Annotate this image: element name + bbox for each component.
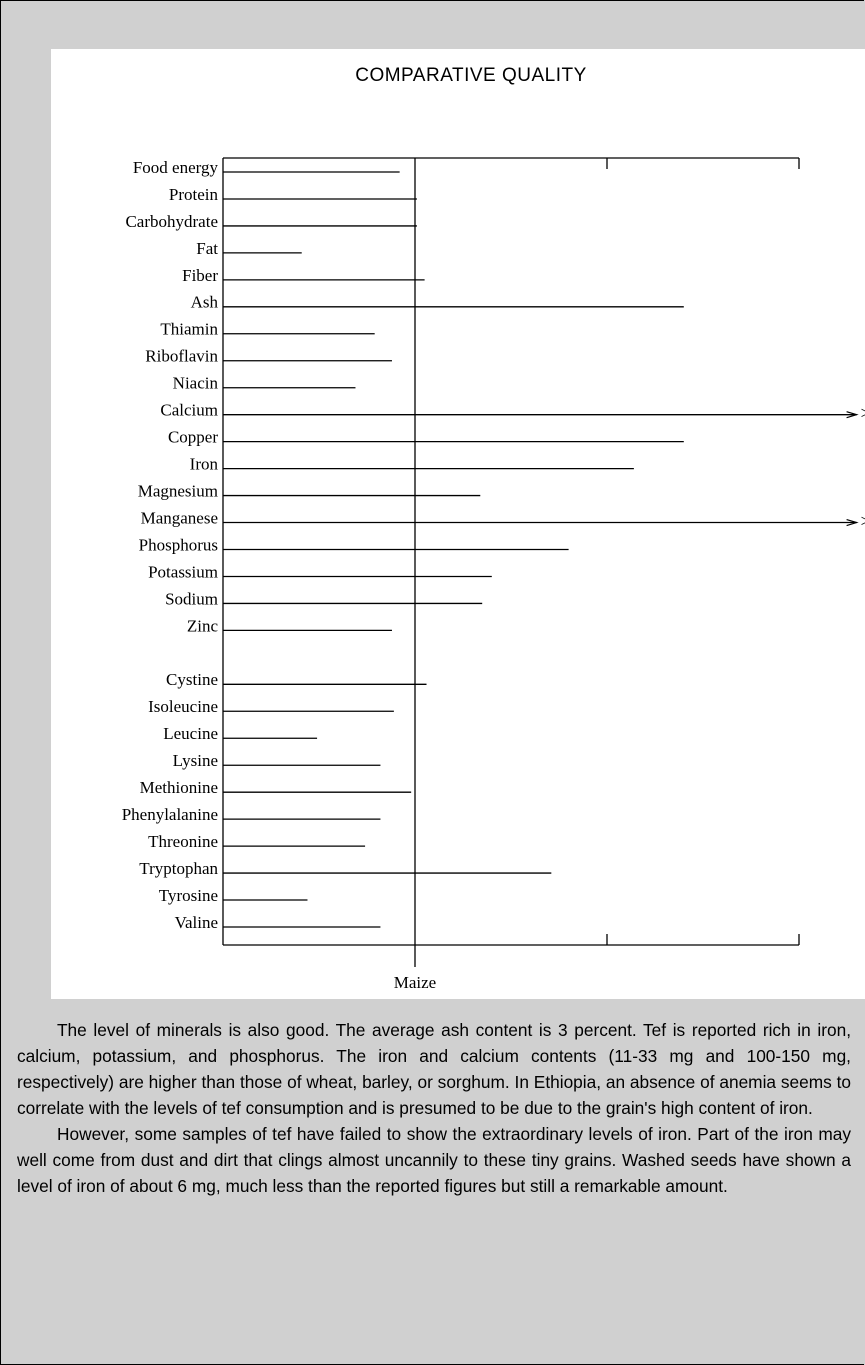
y-tick-label: Magnesium [138, 481, 218, 500]
chart: COMPARATIVE QUALITY Maize Food energy Prot… [122, 65, 865, 992]
y-tick-label: Riboflavin [145, 347, 218, 366]
y-tick-label: Tryptophan [139, 859, 218, 878]
y-tick-label: Leucine [163, 724, 218, 743]
y-tick-label: Tyrosine [159, 886, 218, 905]
y-tick-label: Phenylalanine [122, 805, 218, 824]
chart-title: COMPARATIVE QUALITY [355, 65, 587, 86]
y-tick-label: Iron [190, 455, 219, 474]
y-tick-label: Fiber [182, 266, 218, 285]
y-tick-label: Lysine [173, 751, 218, 770]
y-tick-label: Manganese [141, 508, 218, 527]
y-tick-label: Thiamin [160, 320, 218, 339]
figure-panel [51, 49, 865, 999]
body-text: The level of minerals is also good. The … [17, 1017, 851, 1199]
paragraph: However, some samples of tef have failed… [17, 1124, 851, 1196]
paragraph: The level of minerals is also good. The … [17, 1020, 851, 1118]
y-tick-label: Valine [175, 913, 218, 932]
y-tick-label: Fat [196, 239, 218, 258]
y-tick-label: Food energy [133, 158, 219, 177]
y-tick-label: Isoleucine [148, 697, 218, 716]
y-tick-label: Methionine [140, 778, 218, 797]
y-tick-label: Zinc [187, 616, 219, 635]
arrow-head [846, 411, 859, 419]
y-tick-label: Niacin [173, 374, 219, 393]
y-tick-label: Sodium [165, 589, 218, 608]
x-tick-label: Maize [394, 973, 436, 992]
arrow-head [846, 518, 859, 527]
y-tick-label: Calcium [160, 401, 218, 420]
y-tick-label: Potassium [148, 562, 218, 581]
value-label: > 2200% [861, 404, 865, 423]
y-tick-label: Copper [168, 428, 218, 447]
y-tick-label: Protein [169, 185, 219, 204]
y-tick-label: Carbohydrate [125, 212, 218, 231]
y-tick-label: Phosphorus [139, 535, 218, 554]
y-tick-label: Threonine [148, 832, 218, 851]
value-label: > 1300% [861, 511, 865, 530]
y-tick-label: Ash [191, 293, 219, 312]
y-tick-label: Cystine [166, 670, 218, 689]
